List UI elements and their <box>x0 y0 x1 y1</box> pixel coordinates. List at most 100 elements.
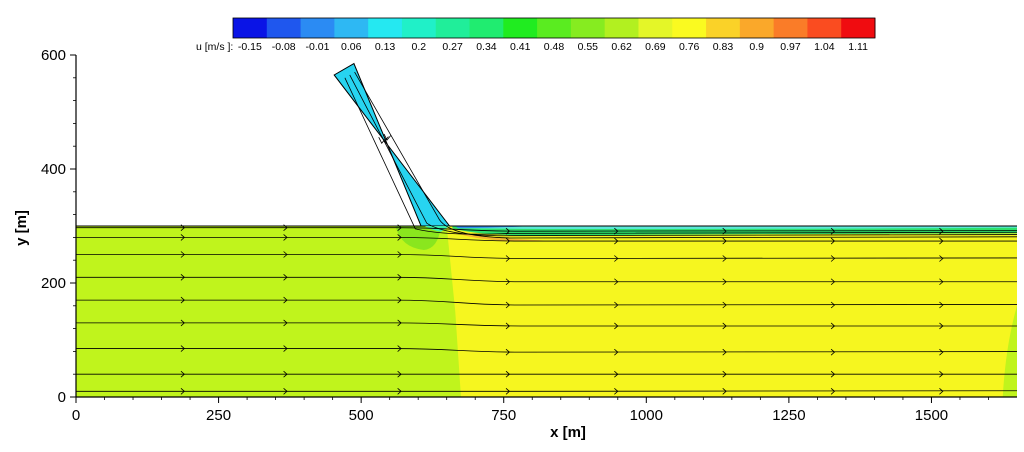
colorbar-swatch <box>773 18 808 38</box>
region-top-strip <box>455 226 1017 230</box>
colorbar-label: 0.62 <box>611 41 632 53</box>
colorbar-label: 1.04 <box>814 41 835 53</box>
colorbar-swatch <box>334 18 369 38</box>
colorbar-title: u [m/s ]: <box>196 41 233 53</box>
streamline-arrow <box>830 370 836 378</box>
streamline-arrow <box>939 322 944 330</box>
colorbar-swatch <box>638 18 673 38</box>
streamline-arrow <box>830 255 836 262</box>
region-downstream <box>446 226 1017 397</box>
region-tributary <box>333 62 451 227</box>
streamline-arrow <box>505 348 511 356</box>
streamline-arrow <box>939 237 944 245</box>
streamline-arrow <box>614 348 619 356</box>
colorbar-swatch <box>604 18 639 38</box>
streamline-arrow <box>180 345 185 352</box>
colorbar-swatch <box>435 18 471 38</box>
colorbar-label: 0.41 <box>510 41 531 53</box>
streamline-arrow <box>722 255 727 262</box>
colorbar-swatch <box>266 18 302 38</box>
colorbar-label: 0.27 <box>442 41 463 53</box>
streamline-arrow <box>397 370 402 378</box>
streamline-arrow <box>505 322 511 330</box>
x-tick-label: 750 <box>491 407 516 424</box>
x-axis-title: x [m] <box>550 424 586 441</box>
streamline-arrow <box>180 224 185 232</box>
streamline-arrow <box>283 234 288 241</box>
colorbar-label: 0.06 <box>341 41 362 53</box>
streamline-arrow <box>397 224 402 232</box>
colorbar-label: 0.76 <box>679 41 700 53</box>
streamline-arrow <box>722 301 727 309</box>
streamline-arrow <box>505 278 511 286</box>
streamline-arrow <box>939 370 944 378</box>
streamline-arrow <box>397 234 402 241</box>
streamline-arrow <box>614 301 619 309</box>
y-tick-label: 400 <box>41 161 66 178</box>
x-tick-label: 1000 <box>630 407 663 424</box>
streamline-arrow <box>383 133 392 141</box>
streamline-arrow <box>283 296 288 304</box>
colorbar-label: 0.48 <box>544 41 565 53</box>
colorbar-swatch <box>807 18 842 38</box>
colorbar-swatch <box>469 18 504 38</box>
streamline-arrow <box>614 370 619 378</box>
streamline <box>76 390 1017 392</box>
streamline-arrow <box>180 387 185 395</box>
colorbar-swatch <box>300 18 335 38</box>
streamline-arrow <box>830 387 836 395</box>
streamline-arrow <box>180 273 185 281</box>
region-recirculation <box>455 226 533 229</box>
streamline-arrow <box>614 322 619 330</box>
colorbar-swatch <box>233 18 268 38</box>
colorbar-label: -0.01 <box>306 41 330 53</box>
y-tick-label: 0 <box>58 389 66 406</box>
tributary-streamline <box>354 71 1017 239</box>
contour-field <box>76 62 1017 397</box>
streamline <box>76 254 1017 259</box>
streamline-arrow <box>283 345 288 352</box>
streamline-arrow <box>381 135 389 143</box>
colorbar-swatch <box>537 18 572 38</box>
streamline-arrow <box>505 370 511 378</box>
region-high-velocity <box>446 230 544 242</box>
streamline-arrow <box>283 319 288 327</box>
streamline-arrow <box>939 301 944 309</box>
streamline-arrow <box>722 278 727 286</box>
colorbar-frame <box>232 17 876 39</box>
streamline-arrow <box>830 278 836 286</box>
streamline-arrow <box>397 273 402 281</box>
streamline-arrow <box>939 255 944 262</box>
streamline <box>76 348 1017 353</box>
colorbar-label: 0.83 <box>713 41 734 53</box>
streamline-arrow <box>722 370 727 378</box>
streamline-arrow <box>378 137 387 144</box>
colorbar-label: 0.13 <box>375 41 396 53</box>
streamline-arrow <box>180 234 185 241</box>
streamline-arrow <box>505 387 511 395</box>
streamline-arrow <box>180 319 185 327</box>
streamline-arrow <box>283 251 288 258</box>
streamline-arrow <box>283 370 288 378</box>
x-tick-label: 250 <box>206 407 231 424</box>
colorbar-swatch <box>739 18 775 38</box>
streamline <box>76 322 1017 327</box>
colorbar-swatch <box>570 18 606 38</box>
streamline-arrow <box>397 251 402 258</box>
streamline-arrow <box>722 348 727 356</box>
streamline-arrow <box>180 251 185 258</box>
streamline <box>76 227 1017 232</box>
streamline-arrow <box>614 255 619 262</box>
x-tick-label: 0 <box>72 407 80 424</box>
streamline-arrow <box>830 227 836 235</box>
y-tick-label: 600 <box>41 47 66 64</box>
colorbar-label: 0.69 <box>645 41 666 53</box>
colorbar-swatch <box>503 18 538 38</box>
colorbar-label: 0.97 <box>780 41 801 53</box>
colorbar-label: 0.55 <box>578 41 599 53</box>
streamline-arrow <box>939 278 944 286</box>
colorbar-label: 0.34 <box>476 41 497 53</box>
streamline-arrow <box>505 255 511 262</box>
streamline-arrow <box>283 273 288 281</box>
